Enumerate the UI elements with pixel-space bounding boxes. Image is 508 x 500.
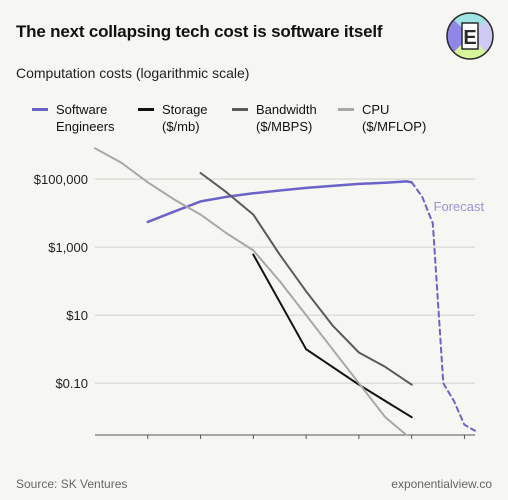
series-line-software	[146, 180, 413, 224]
series-line-forecast	[410, 181, 476, 432]
legend-swatch	[138, 108, 154, 111]
legend-swatch	[32, 108, 48, 111]
line-chart: $100,000$1,000$10$0.10197019801990200020…	[34, 147, 485, 439]
chart-subtitle: Computation costs (logarithmic scale)	[16, 65, 250, 81]
legend-label: CPU ($/MFLOP)	[362, 102, 427, 134]
legend-item: Storage ($/mb)	[138, 101, 208, 135]
forecast-label: Forecast	[434, 199, 485, 214]
y-tick-label: $0.10	[55, 376, 88, 391]
y-tick-label: $10	[66, 308, 88, 323]
legend-item: Software Engineers	[32, 101, 115, 135]
series-line-cpu	[94, 147, 408, 436]
y-tick-label: $100,000	[34, 172, 88, 187]
legend-item: Bandwidth ($/MBPS)	[232, 101, 317, 135]
legend-label: Bandwidth ($/MBPS)	[256, 102, 317, 134]
series-line-bandwidth	[199, 172, 413, 386]
series-line-storage	[252, 253, 413, 419]
logo-letter: E	[463, 27, 476, 49]
source-note: Source: SK Ventures	[16, 477, 128, 491]
legend-swatch	[338, 108, 354, 111]
y-tick-label: $1,000	[48, 240, 88, 255]
legend-label: Storage ($/mb)	[162, 102, 208, 134]
exponential-view-logo: E	[446, 12, 494, 60]
legend-item: CPU ($/MFLOP)	[338, 101, 426, 135]
legend-label: Software Engineers	[56, 102, 115, 134]
chart-title: The next collapsing tech cost is softwar…	[16, 22, 383, 41]
site-url: exponentialview.co	[391, 477, 492, 491]
legend-swatch	[232, 108, 248, 111]
